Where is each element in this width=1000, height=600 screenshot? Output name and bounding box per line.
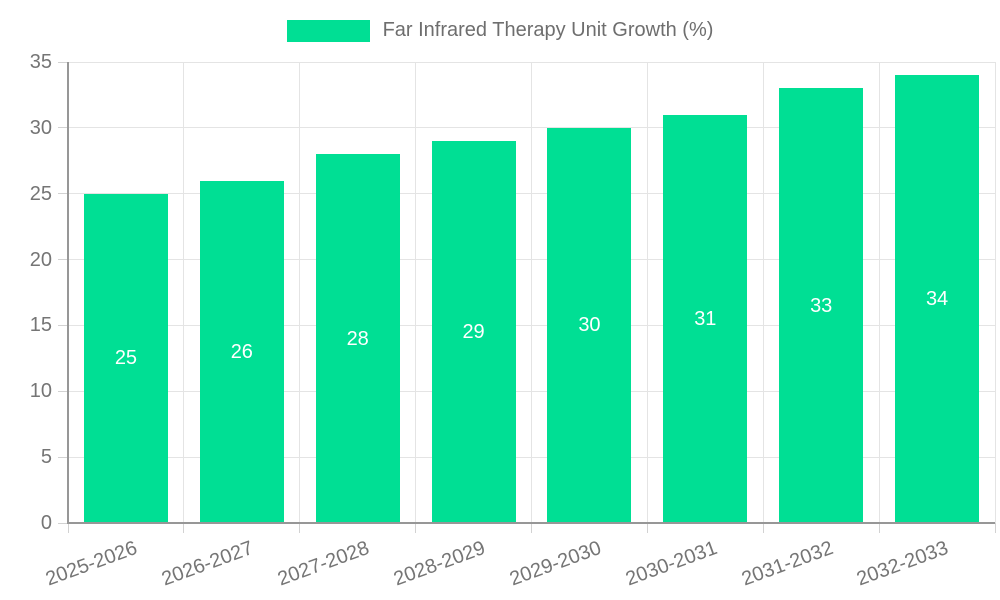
bar-2028-2029[interactable]: 29 [431, 141, 516, 523]
x-tick-mark [878, 523, 880, 533]
legend[interactable]: Far Infrared Therapy Unit Growth (%) [0, 19, 1000, 42]
bar-value-label: 26 [230, 340, 253, 363]
x-axis-tick-label: 2027-2028 [274, 537, 373, 591]
y-tick-mark [58, 324, 68, 326]
bar-value-label: 33 [810, 294, 833, 317]
legend-label: Far Infrared Therapy Unit Growth (%) [382, 19, 714, 41]
x-tick-mark [994, 523, 996, 533]
x-tick-mark [67, 523, 69, 533]
y-axis-tick-label: 0 [40, 512, 52, 534]
y-tick-mark [58, 390, 68, 392]
bar-2032-2033[interactable]: 34 [895, 75, 980, 523]
bar-2029-2030[interactable]: 30 [547, 127, 632, 523]
bar-2031-2032[interactable]: 33 [779, 88, 864, 523]
x-tick-mark [415, 523, 417, 533]
y-tick-mark [58, 522, 68, 524]
bar-value-label: 25 [114, 347, 138, 370]
bar-value-label: 34 [925, 288, 949, 311]
x-tick-mark [299, 523, 301, 533]
x-axis-tick-label: 2025-2026 [43, 537, 141, 591]
x-gridline [994, 62, 996, 523]
y-tick-mark [58, 456, 68, 458]
x-tick-mark [183, 523, 185, 533]
x-tick-mark [531, 523, 532, 533]
x-axis-tick-label: 2032-2033 [854, 537, 952, 591]
bar-2030-2031[interactable]: 31 [663, 114, 748, 523]
bar-2027-2028[interactable]: 28 [315, 154, 400, 523]
x-axis-tick-label: 2030-2031 [622, 537, 720, 591]
x-axis-tick-label: 2029-2030 [506, 537, 604, 591]
bar-value-label: 31 [694, 307, 717, 330]
bar-2026-2027[interactable]: 26 [199, 180, 284, 523]
x-axis-tick-label: 2028-2029 [390, 537, 489, 591]
y-axis-tick-label: 25 [29, 182, 52, 205]
x-gridline [531, 62, 532, 523]
x-axis-tick-label: 2026-2027 [158, 537, 257, 591]
y-axis-tick-label: 35 [29, 51, 52, 73]
x-tick-mark [646, 523, 648, 533]
legend-swatch [286, 19, 370, 42]
x-gridline [183, 62, 185, 523]
y-axis-tick-label: 15 [29, 314, 52, 337]
x-tick-mark [762, 523, 764, 533]
bar-value-label: 30 [578, 314, 601, 337]
bar-value-label: 28 [346, 327, 369, 350]
x-gridline [299, 62, 301, 523]
y-axis-tick-label: 10 [29, 380, 52, 403]
x-gridline [646, 62, 648, 523]
x-gridline [762, 62, 764, 523]
y-axis-tick-label: 30 [29, 116, 52, 139]
x-gridline [878, 62, 880, 523]
x-gridline [415, 62, 417, 523]
x-axis-tick-label: 2031-2032 [738, 537, 836, 591]
y-tick-mark [58, 193, 68, 195]
y-axis-tick-label: 20 [29, 248, 52, 271]
y-tick-mark [58, 259, 68, 261]
x-axis-line [68, 522, 995, 524]
bar-2025-2026[interactable]: 25 [83, 193, 168, 523]
bar-value-label: 29 [462, 321, 485, 343]
y-axis-tick-label: 5 [40, 446, 52, 469]
y-axis-line [67, 62, 69, 524]
y-tick-mark [58, 61, 68, 63]
y-tick-mark [58, 127, 68, 129]
